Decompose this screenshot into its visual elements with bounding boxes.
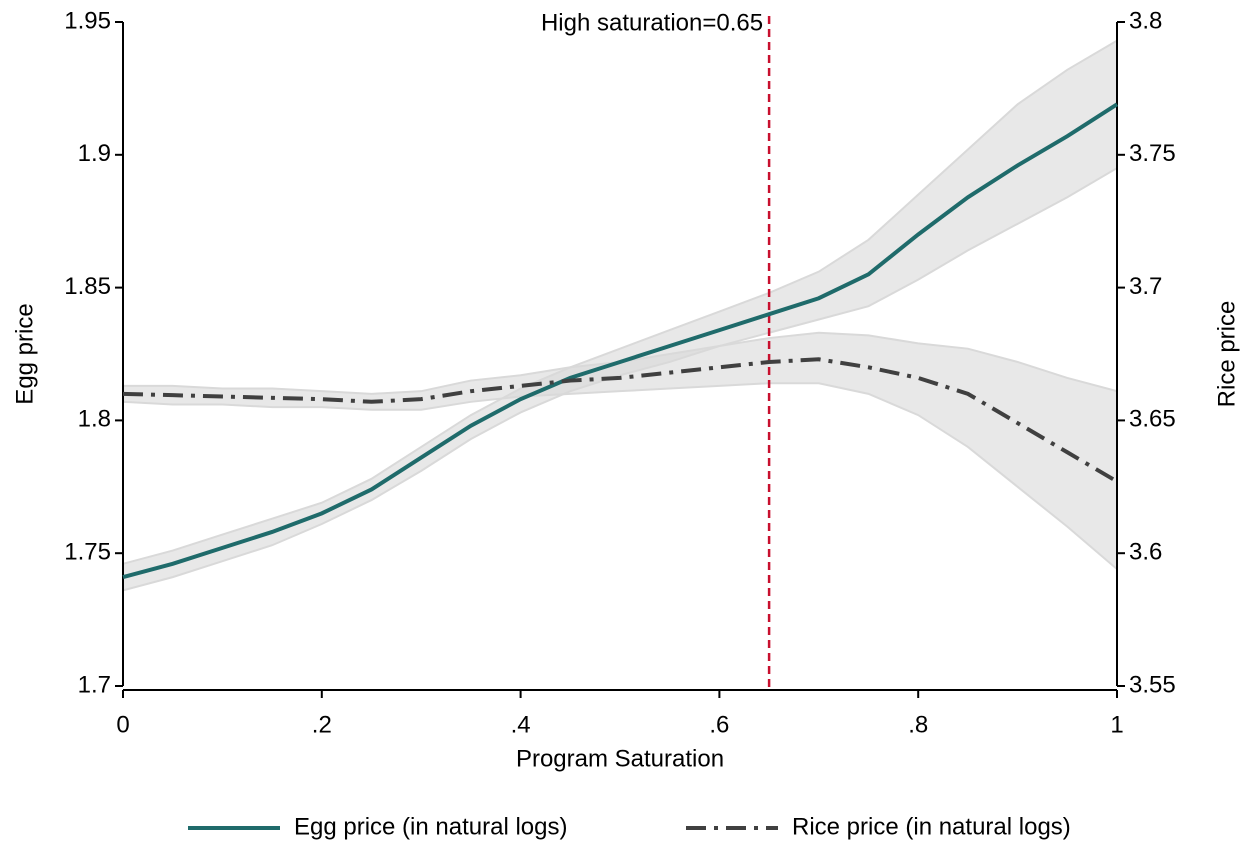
y-tick-label: 1.8 <box>78 406 111 433</box>
x-tick-label: .8 <box>908 711 928 738</box>
reference-label: High saturation=0.65 <box>541 9 763 36</box>
y2-tick-label: 3.55 <box>1129 671 1176 698</box>
confidence-band <box>122 38 1118 592</box>
y2-tick-label: 3.7 <box>1129 273 1162 300</box>
line <box>122 102 1119 580</box>
y-tick-label: 1.9 <box>78 140 111 167</box>
line <box>122 357 1119 484</box>
y-axis-title: Egg price <box>11 303 38 404</box>
y-tick-label: 1.95 <box>64 7 111 34</box>
y2-tick-label: 3.6 <box>1129 539 1162 566</box>
legend-label: Rice price (in natural logs) <box>792 813 1071 840</box>
y2-axis-title: Rice price <box>1213 301 1240 408</box>
x-tick-label: .6 <box>709 711 729 738</box>
x-tick-label: .4 <box>511 711 531 738</box>
y-tick-label: 1.7 <box>78 671 111 698</box>
y2-tick-label: 3.8 <box>1129 7 1162 34</box>
y-tick-label: 1.85 <box>64 273 111 300</box>
legend-label: Egg price (in natural logs) <box>294 813 567 840</box>
x-axis-title: Program Saturation <box>516 745 724 772</box>
x-tick-label: 0 <box>116 711 129 738</box>
x-tick-label: 1 <box>1110 711 1123 738</box>
y-tick-label: 1.75 <box>64 539 111 566</box>
x-tick-label: .2 <box>312 711 332 738</box>
y2-tick-label: 3.75 <box>1129 140 1176 167</box>
y2-tick-label: 3.65 <box>1129 406 1176 433</box>
